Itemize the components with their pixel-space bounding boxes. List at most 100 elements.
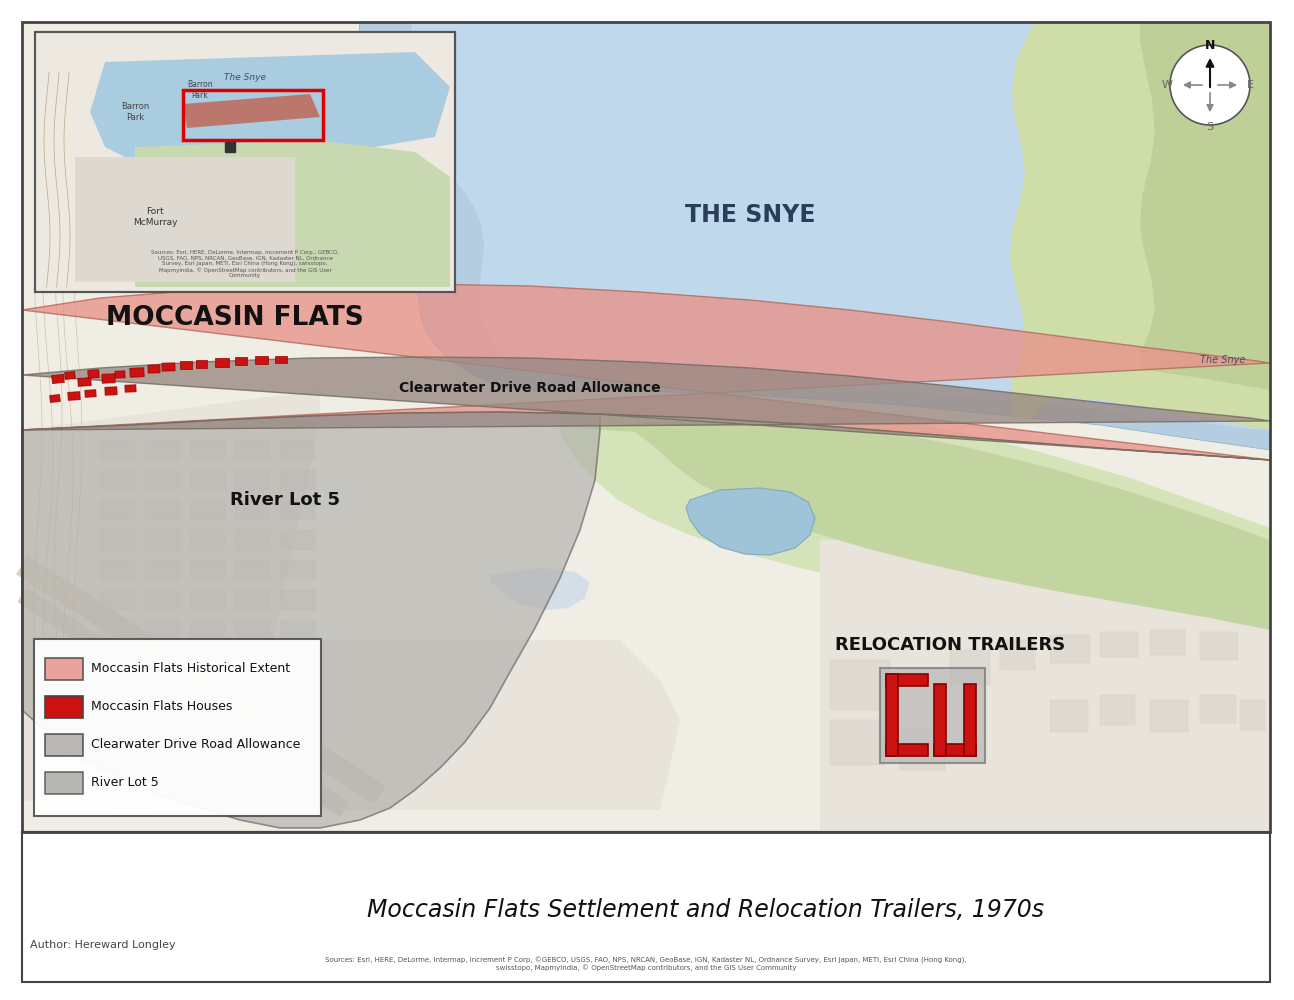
Bar (145, 650, 180, 670)
Bar (1100, 695, 1135, 725)
Bar (100, 500, 135, 520)
Bar (190, 740, 225, 760)
Bar (100, 470, 135, 490)
Text: Moccasin Flats Historical Extent: Moccasin Flats Historical Extent (91, 662, 290, 676)
Bar (145, 470, 180, 490)
Text: 1:3,000: 1:3,000 (1064, 881, 1117, 895)
Bar (886, 674, 928, 686)
Bar (52, 374, 65, 384)
Bar (236, 470, 270, 490)
Text: Moccasin Flats Houses: Moccasin Flats Houses (91, 700, 233, 714)
Bar (100, 440, 135, 460)
Bar (100, 650, 135, 670)
Bar (145, 590, 180, 610)
Text: Barron
Park: Barron Park (188, 80, 212, 100)
Bar (35, 32, 455, 292)
Bar (880, 668, 985, 763)
Bar (100, 770, 135, 790)
Text: Sources: Esri, HERE, DeLorme, Intermap, increment P Corp, ©GEBCO, USGS, FAO, NPS: Sources: Esri, HERE, DeLorme, Intermap, … (325, 957, 967, 971)
Bar (886, 744, 928, 756)
Bar (102, 374, 115, 383)
Polygon shape (820, 540, 1269, 830)
Bar (22, 22, 1269, 832)
Bar (22, 22, 1269, 832)
FancyBboxPatch shape (34, 639, 321, 816)
Bar (180, 361, 192, 369)
Bar (67, 392, 80, 400)
Bar (1100, 632, 1137, 657)
Text: Clearwater Drive Road Allowance: Clearwater Drive Road Allowance (399, 381, 661, 395)
Bar (105, 387, 118, 395)
Bar (49, 395, 61, 402)
Text: Sources: Esri, HERE, DeLorme, Intermap, increment P Corp., GEBCO,
USGS, FAO, NPS: Sources: Esri, HERE, DeLorme, Intermap, … (151, 250, 339, 278)
Bar (280, 590, 314, 610)
Bar (190, 590, 225, 610)
Bar (190, 770, 225, 790)
Bar (236, 620, 270, 640)
Text: Clearwater Drive Road Allowance: Clearwater Drive Road Allowance (91, 738, 300, 752)
Polygon shape (1140, 22, 1269, 390)
Bar (1000, 640, 1035, 670)
Bar (195, 360, 207, 368)
Bar (236, 357, 247, 365)
Bar (934, 744, 976, 756)
Text: Author: Hereward Longley: Author: Hereward Longley (30, 940, 176, 950)
Text: 100      50      0                    100 Meters: 100 50 0 100 Meters (994, 853, 1185, 863)
Bar (964, 684, 976, 756)
Bar (100, 680, 135, 700)
Bar (190, 440, 225, 460)
Bar (1150, 870, 1180, 877)
Bar (236, 710, 270, 730)
Bar (1200, 695, 1236, 723)
Bar (65, 372, 75, 379)
Bar (280, 500, 314, 520)
Bar (1200, 632, 1238, 660)
Bar (45, 696, 83, 718)
Bar (100, 590, 135, 610)
Bar (280, 530, 314, 550)
Bar (145, 680, 180, 700)
Bar (934, 684, 946, 756)
Polygon shape (135, 140, 450, 287)
Bar (280, 740, 314, 760)
Bar (280, 620, 314, 640)
Bar (236, 530, 270, 550)
Text: River Lot 5: River Lot 5 (230, 491, 340, 509)
Text: Barron
Park: Barron Park (120, 102, 149, 122)
Bar (22, 832, 1269, 982)
Text: E: E (1247, 80, 1254, 90)
Bar (190, 710, 225, 730)
Polygon shape (352, 22, 1269, 450)
Bar (236, 680, 270, 700)
Bar (280, 770, 314, 790)
Bar (129, 368, 144, 377)
Bar (100, 620, 135, 640)
Polygon shape (265, 640, 681, 810)
Bar (1090, 870, 1121, 877)
Polygon shape (555, 408, 1269, 660)
Bar (45, 658, 83, 680)
Bar (950, 650, 990, 685)
Bar (1150, 700, 1188, 732)
Bar (1240, 700, 1266, 730)
Bar (85, 390, 96, 397)
Bar (236, 740, 270, 760)
Text: Fort
McMurray: Fort McMurray (133, 207, 177, 227)
Bar (148, 365, 160, 373)
Text: Moccasin Flats Settlement and Relocation Trailers, 1970s: Moccasin Flats Settlement and Relocation… (367, 898, 1044, 922)
Polygon shape (91, 52, 450, 162)
Bar (115, 371, 126, 378)
Polygon shape (490, 568, 590, 610)
Bar (145, 710, 180, 730)
Bar (126, 385, 136, 392)
Bar (901, 730, 945, 770)
Polygon shape (22, 357, 1269, 460)
Text: RELOCATION TRAILERS: RELOCATION TRAILERS (835, 636, 1065, 654)
Bar (236, 560, 270, 580)
Polygon shape (182, 94, 320, 128)
Polygon shape (1011, 22, 1269, 430)
Text: River Lot 5: River Lot 5 (91, 776, 159, 790)
Polygon shape (22, 390, 320, 810)
Bar (190, 560, 225, 580)
Bar (280, 710, 314, 730)
